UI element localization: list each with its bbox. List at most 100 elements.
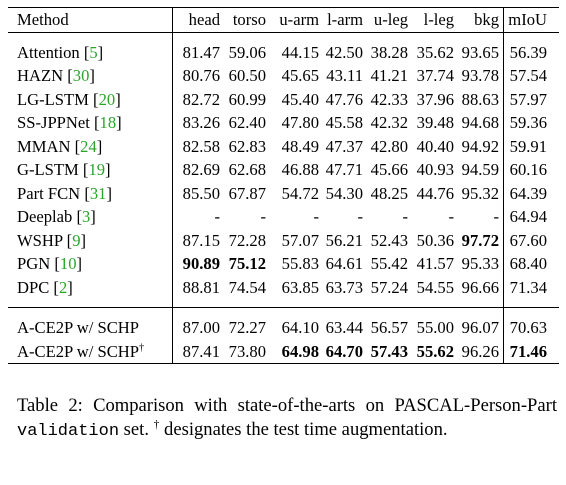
caption-suffix: designates the test time augmentation. [159, 419, 448, 440]
value-cell: - [493, 207, 499, 226]
value-cell: 45.66 [370, 160, 408, 179]
table-row: LG-LSTM [20] 82.72 60.99 45.40 47.76 42.33 37.… [8, 88, 559, 112]
value-cell: 64.39 [509, 183, 547, 203]
citation-link[interactable]: 3 [81, 207, 91, 226]
citation-link[interactable]: 5 [89, 42, 98, 62]
value-cell: - [448, 207, 454, 226]
value-cell: 82.69 [182, 160, 220, 179]
value-cell: 52.43 [370, 230, 408, 250]
value-cell: 94.92 [461, 136, 499, 156]
value-cell: 87.00 [182, 318, 220, 337]
method-name: SS-JPPNet [17, 113, 90, 132]
header-method: Method [17, 10, 69, 29]
method-name: A-CE2P w/ SCHP [17, 341, 140, 361]
value-cell: 41.57 [416, 254, 454, 273]
value-cell: 45.65 [281, 66, 319, 85]
value-cell: 72.27 [228, 318, 266, 337]
method-name: Part FCN [17, 183, 81, 203]
value-cell: 95.33 [461, 254, 499, 273]
value-cell: 46.88 [281, 160, 319, 179]
value-cell: 63.85 [281, 277, 319, 297]
dagger-mark: † [139, 341, 145, 353]
value-cell: - [313, 207, 319, 226]
value-cell: 40.93 [416, 160, 454, 179]
value-cell: 59.36 [509, 113, 547, 132]
method-name: PGN [17, 254, 51, 273]
value-cell: 42.32 [370, 113, 408, 132]
value-cell: 37.74 [416, 66, 454, 85]
table-row: A-CE2P w/ SCHP 87.00 72.27 64.10 63.44 56.57 5… [8, 316, 559, 340]
table-row: Part FCN [31] 85.50 67.87 54.72 54.30 48.25 44… [8, 182, 559, 206]
table-row: HAZN [30] 80.76 60.50 45.65 43.11 41.21 37.74 9… [8, 64, 559, 88]
value-cell: 47.80 [281, 113, 319, 132]
value-cell: 43.11 [326, 66, 363, 85]
method-name: G-LSTM [17, 160, 79, 179]
table-caption: Table 2: Comparison with state-of-the-ar… [17, 394, 557, 444]
method-name: Attention [17, 42, 80, 62]
value-cell: 64.94 [509, 207, 547, 226]
caption-dagger: † [153, 418, 160, 431]
rows-sota: Attention [5] 81.47 59.06 44.15 42.50 38.28 35… [8, 41, 559, 300]
citation-link[interactable]: 10 [59, 254, 77, 273]
value-cell: 59.06 [228, 42, 266, 62]
method-name: DPC [17, 277, 50, 297]
value-cell: 57.97 [509, 89, 547, 109]
group-ours: A-CE2P w/ SCHP 87.00 72.27 64.10 63.44 56.57 5… [8, 308, 559, 363]
table-row: Attention [5] 81.47 59.06 44.15 42.50 38.28 35… [8, 41, 559, 65]
table-row: MMAN [24] 82.58 62.83 48.49 47.37 42.80 40.40 9… [8, 135, 559, 159]
citation-link[interactable]: 20 [98, 89, 116, 109]
value-cell: 44.15 [281, 42, 319, 62]
value-cell: 83.26 [182, 113, 220, 132]
value-cell: 40.40 [416, 136, 454, 156]
value-cell: 80.76 [182, 66, 220, 85]
value-cell: - [214, 207, 220, 226]
vline-method [172, 32, 173, 307]
value-cell: 81.47 [182, 42, 220, 62]
value-cell: 87.41 [182, 341, 220, 361]
value-cell: 45.58 [325, 113, 363, 132]
value-cell: 71.34 [509, 277, 547, 297]
header-head: head [188, 10, 220, 29]
caption-mono: validation [17, 422, 120, 441]
value-cell: 70.63 [509, 318, 547, 337]
value-cell: 88.81 [182, 277, 220, 297]
value-cell: 96.66 [461, 277, 499, 297]
value-cell: 60.99 [228, 89, 266, 109]
vline-method [172, 8, 173, 32]
value-cell: 57.43 [370, 341, 408, 361]
value-cell: 47.37 [325, 136, 363, 156]
method-name: MMAN [17, 136, 71, 156]
value-cell: 56.39 [509, 42, 547, 62]
caption-middle: set. [119, 419, 154, 440]
citation-link[interactable]: 31 [89, 183, 107, 203]
value-cell: 93.65 [461, 42, 499, 62]
table-row: DPC [2] 88.81 74.54 63.85 63.73 57.24 54.55 96.… [8, 276, 559, 300]
method-cell: MMAN [24] [17, 136, 103, 156]
group-sota: Attention [5] 81.47 59.06 44.15 42.50 38.28 35… [8, 32, 559, 307]
header-l-arm: l-arm [327, 10, 363, 29]
value-cell: 44.76 [416, 183, 454, 203]
table-row: SS-JPPNet [18] 83.26 62.40 47.80 45.58 42.32 3… [8, 111, 559, 135]
value-cell: 68.40 [509, 254, 547, 273]
value-cell: 45.40 [281, 89, 319, 109]
citation-link[interactable]: 2 [58, 277, 68, 297]
citation-link[interactable]: 9 [72, 230, 81, 250]
value-cell: 96.26 [461, 341, 499, 361]
value-cell: 56.21 [325, 230, 363, 250]
value-cell: 63.73 [325, 277, 363, 297]
method-cell: HAZN [30] [17, 66, 95, 85]
value-cell: 38.28 [370, 42, 408, 62]
value-cell: 64.70 [325, 341, 363, 361]
table-header-row: Method head torso u-arm l-arm u-leg l-le… [8, 8, 559, 32]
value-cell: 73.80 [228, 341, 266, 361]
citation-link[interactable]: 18 [99, 113, 117, 132]
value-cell: 64.10 [281, 318, 319, 337]
citation-link[interactable]: 30 [72, 66, 90, 85]
value-cell: 57.24 [370, 277, 408, 297]
value-cell: 62.68 [228, 160, 266, 179]
header-l-leg: l-leg [423, 10, 454, 29]
value-cell: 63.44 [325, 318, 363, 337]
citation-link[interactable]: 19 [88, 160, 106, 179]
citation-link[interactable]: 24 [80, 136, 97, 156]
value-cell: 55.00 [416, 318, 454, 337]
